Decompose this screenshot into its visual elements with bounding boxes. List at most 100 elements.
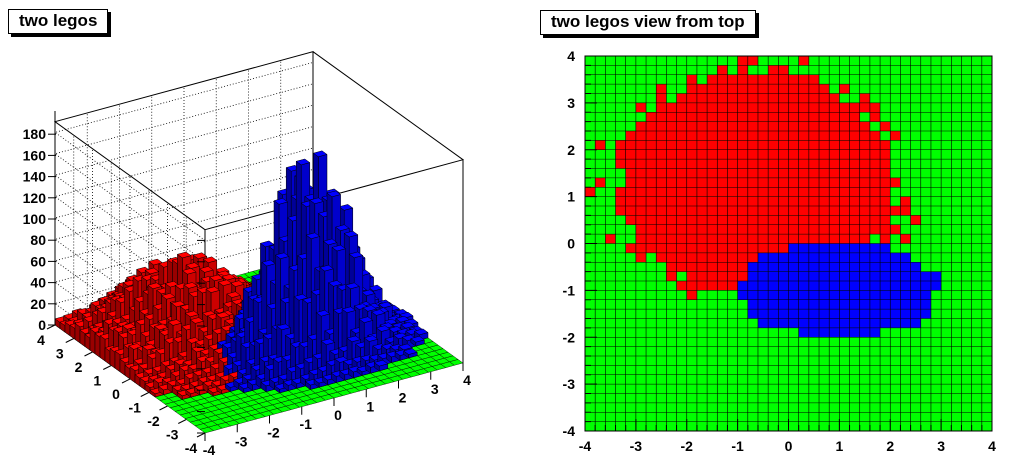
- heatmap-cell: [808, 131, 820, 141]
- heatmap-cell: [880, 281, 891, 291]
- heatmap-cell: [757, 131, 769, 141]
- heatmap-cell: [890, 271, 901, 281]
- heatmap-cell: [819, 140, 830, 150]
- heatmap-cell: [635, 224, 647, 235]
- heatmap-cell: [646, 168, 657, 178]
- heatmap-cell: [808, 262, 820, 272]
- heatmap-cell: [635, 187, 647, 197]
- heatmap-cell: [727, 84, 738, 94]
- heatmap-cell: [747, 102, 758, 113]
- heatmap-cell: [859, 243, 870, 253]
- heatmap-cell: [849, 112, 860, 122]
- heatmap-cell: [839, 206, 850, 216]
- heatmap-cell: [900, 271, 911, 281]
- heatmap-cell: [717, 140, 728, 150]
- heatmap-cell: [635, 234, 647, 244]
- heatmap-cell: [747, 299, 758, 310]
- heatmap-cell: [839, 262, 850, 272]
- heatmap-cell: [819, 271, 830, 281]
- heatmap-cell: [707, 206, 718, 216]
- heatmap-cell: [808, 177, 820, 188]
- heatmap-cell: [717, 187, 728, 197]
- y-tick-label: -2: [147, 413, 160, 429]
- bar-top-face: [326, 190, 342, 198]
- heatmap-cell: [880, 309, 891, 319]
- y-major-tick: [159, 405, 168, 411]
- heatmap-cell: [778, 168, 789, 178]
- heatmap-cell: [727, 215, 738, 225]
- heatmap-cell: [829, 140, 840, 150]
- heatmap-cell: [849, 252, 860, 263]
- heatmap-cell: [829, 177, 840, 188]
- heatmap-cell: [768, 309, 779, 319]
- heatmap-cell: [656, 112, 667, 122]
- heatmap-cell: [635, 196, 647, 206]
- heatmap-cell: [788, 93, 799, 103]
- heatmap-cell: [859, 102, 870, 113]
- heatmap-cell: [696, 140, 708, 150]
- heatmap-cell: [595, 140, 606, 150]
- heatmap-cell: [819, 177, 830, 188]
- heatmap-cell: [696, 93, 708, 103]
- heatmap-cell: [717, 84, 728, 94]
- heatmap-cell: [686, 252, 697, 263]
- heatmap-cell: [829, 168, 840, 178]
- heatmap-cell: [717, 112, 728, 122]
- heatmap-cell: [829, 149, 840, 160]
- heatmap-cell: [747, 243, 758, 253]
- heatmap-cell: [707, 149, 718, 160]
- heatmap-cell: [696, 168, 708, 178]
- heatmap-cell: [890, 309, 901, 319]
- heatmap-cell: [819, 112, 830, 122]
- heatmap-cell: [829, 327, 840, 338]
- heatmap-cell: [747, 252, 758, 263]
- heatmap-cell: [849, 309, 860, 319]
- heatmap-cell: [819, 243, 830, 253]
- heatmap-cell: [656, 234, 667, 244]
- heatmap-cell: [798, 112, 809, 122]
- heatmap-cell: [869, 140, 881, 150]
- heatmap-cell: [768, 149, 779, 160]
- heatmap-cell: [798, 131, 809, 141]
- heatmap-cell: [707, 187, 718, 197]
- heatmap-cell: [869, 281, 881, 291]
- bar-top-face: [320, 338, 336, 345]
- bar-top-face: [322, 238, 338, 246]
- heatmap-cell: [849, 149, 860, 160]
- heatmap-cell: [717, 168, 728, 178]
- heatmap-cell: [849, 299, 860, 310]
- heatmap-cell: [788, 112, 799, 122]
- heatmap-cell: [707, 262, 718, 272]
- heatmap-cell: [676, 252, 687, 263]
- bar-top-face: [295, 158, 311, 166]
- z-grid-line: [54, 211, 314, 391]
- heatmap-cell: [737, 121, 748, 131]
- z-grid-line: [54, 147, 314, 327]
- heatmap-cell: [707, 74, 718, 85]
- heatmap-cell: [880, 206, 891, 216]
- heatmap-cell: [696, 112, 708, 122]
- x-tick-label: 1: [835, 438, 843, 454]
- heatmap-cell: [696, 131, 708, 141]
- heatmap-cell: [819, 299, 830, 310]
- heatmap-cell: [717, 281, 728, 291]
- bar-top-face: [346, 335, 362, 343]
- heatmap-cell: [625, 131, 636, 141]
- heatmap-cell: [707, 252, 718, 263]
- heatmap-cell: [829, 131, 840, 141]
- y-tick-label: -1: [129, 400, 142, 416]
- heatmap-cell: [757, 121, 769, 131]
- heatmap-cell: [920, 309, 931, 319]
- heatmap-cell: [829, 206, 840, 216]
- y-tick-label: 3: [56, 346, 64, 362]
- bar-top-face: [327, 280, 343, 287]
- heatmap-cell: [859, 290, 870, 300]
- heatmap-cell: [625, 168, 636, 178]
- heatmap-cell: [880, 121, 891, 131]
- y-tick-label: 1: [93, 373, 101, 389]
- heatmap-cell: [666, 112, 677, 122]
- heatmap-cell: [880, 177, 891, 188]
- heatmap-cell: [686, 281, 697, 291]
- heatmap-cell: [778, 290, 789, 300]
- heatmap-cell: [859, 159, 870, 169]
